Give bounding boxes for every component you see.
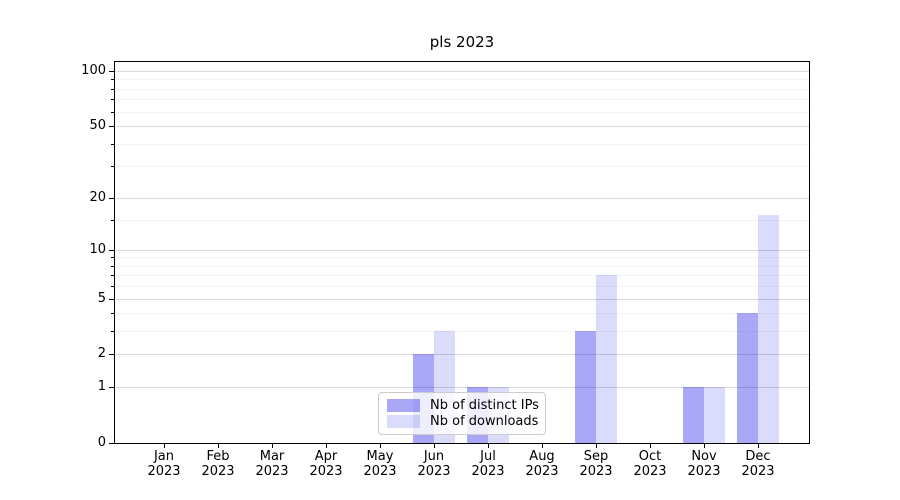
legend-label: Nb of downloads xyxy=(430,414,539,429)
bar-distinct-ips xyxy=(737,313,758,443)
x-tick-mark xyxy=(650,444,651,448)
gridline-minor xyxy=(114,143,810,145)
gridline-minor xyxy=(114,88,810,90)
gridline-major xyxy=(114,298,810,300)
y-minor-tick-mark xyxy=(111,265,114,267)
gridline-minor xyxy=(114,313,810,315)
y-minor-tick-mark xyxy=(111,166,114,168)
x-tick-mark xyxy=(164,444,165,448)
x-tick-label: Oct 2023 xyxy=(633,449,667,479)
gridline-minor xyxy=(114,331,810,333)
x-tick-label: Jul 2023 xyxy=(471,449,505,479)
gridline-major xyxy=(114,249,810,251)
y-tick-mark xyxy=(109,298,114,300)
legend-rows: Nb of distinct IPs Nb of downloads xyxy=(387,398,539,429)
y-tick-label: 10 xyxy=(89,241,106,257)
y-minor-tick-mark xyxy=(111,313,114,315)
x-tick-mark xyxy=(704,444,705,448)
y-tick-label: 2 xyxy=(97,346,106,362)
y-tick-mark xyxy=(109,71,114,73)
legend-label: Nb of distinct IPs xyxy=(430,398,539,413)
y-minor-tick-mark xyxy=(111,79,114,81)
bar-downloads xyxy=(758,214,779,443)
y-minor-tick-mark xyxy=(111,111,114,113)
gridline-minor xyxy=(114,265,810,267)
x-tick-label: May 2023 xyxy=(363,449,397,479)
y-minor-tick-mark xyxy=(111,286,114,288)
x-tick-label: Mar 2023 xyxy=(255,449,289,479)
y-tick-label: 5 xyxy=(97,290,106,306)
y-minor-tick-mark xyxy=(111,257,114,259)
y-tick-mark xyxy=(109,443,114,444)
legend: Nb of distinct IPs Nb of downloads xyxy=(378,392,546,435)
gridline-major xyxy=(114,197,810,199)
y-tick-label: 100 xyxy=(81,63,106,79)
x-tick-label: Aug 2023 xyxy=(525,449,559,479)
x-tick-label: Sep 2023 xyxy=(579,449,613,479)
y-tick-label: 20 xyxy=(89,189,106,205)
x-tick-label: Dec 2023 xyxy=(741,449,775,479)
legend-item: Nb of distinct IPs xyxy=(387,398,539,413)
y-tick-mark xyxy=(109,249,114,251)
y-tick-label: 1 xyxy=(97,379,106,395)
y-tick-mark xyxy=(109,197,114,199)
x-tick-label: Nov 2023 xyxy=(687,449,721,479)
gridline-minor xyxy=(114,257,810,259)
y-minor-tick-mark xyxy=(111,331,114,333)
gridline-major xyxy=(114,71,810,73)
gridline-minor xyxy=(114,79,810,81)
x-tick-label: Jun 2023 xyxy=(417,449,451,479)
y-minor-tick-mark xyxy=(111,275,114,277)
bar-downloads xyxy=(704,387,725,443)
x-tick-mark xyxy=(488,444,489,448)
x-tick-mark xyxy=(380,444,381,448)
plot-area xyxy=(114,61,810,443)
gridline-minor xyxy=(114,219,810,221)
y-minor-tick-mark xyxy=(111,219,114,221)
y-minor-tick-mark xyxy=(111,99,114,101)
gridline-minor xyxy=(114,286,810,288)
y-tick-mark xyxy=(109,126,114,128)
gridline-major xyxy=(114,387,810,389)
x-tick-mark xyxy=(758,444,759,448)
legend-item: Nb of downloads xyxy=(387,414,539,429)
y-tick-mark xyxy=(109,354,114,356)
legend-swatch-distinct-ips xyxy=(387,399,420,412)
x-tick-label: Feb 2023 xyxy=(201,449,235,479)
x-tick-label: Jan 2023 xyxy=(147,449,181,479)
gridline-minor xyxy=(114,166,810,168)
y-tick-mark xyxy=(109,387,114,389)
x-tick-mark xyxy=(326,444,327,448)
x-tick-mark xyxy=(218,444,219,448)
x-tick-mark xyxy=(542,444,543,448)
gridline-major xyxy=(114,126,810,128)
gridline-minor xyxy=(114,111,810,113)
x-tick-label: Apr 2023 xyxy=(309,449,343,479)
gridline-major xyxy=(114,354,810,356)
legend-swatch-downloads xyxy=(387,415,420,428)
x-tick-mark xyxy=(272,444,273,448)
y-minor-tick-mark xyxy=(111,88,114,90)
gridline-minor xyxy=(114,99,810,101)
gridline-minor xyxy=(114,275,810,277)
x-tick-mark xyxy=(596,444,597,448)
bar-downloads xyxy=(596,275,617,443)
bar-distinct-ips xyxy=(683,387,704,443)
y-minor-tick-mark xyxy=(111,143,114,145)
bar-distinct-ips xyxy=(575,331,596,443)
x-tick-mark xyxy=(434,444,435,448)
y-tick-label: 0 xyxy=(97,435,106,450)
chart-title: pls 2023 xyxy=(429,33,495,51)
y-tick-label: 50 xyxy=(89,118,106,134)
